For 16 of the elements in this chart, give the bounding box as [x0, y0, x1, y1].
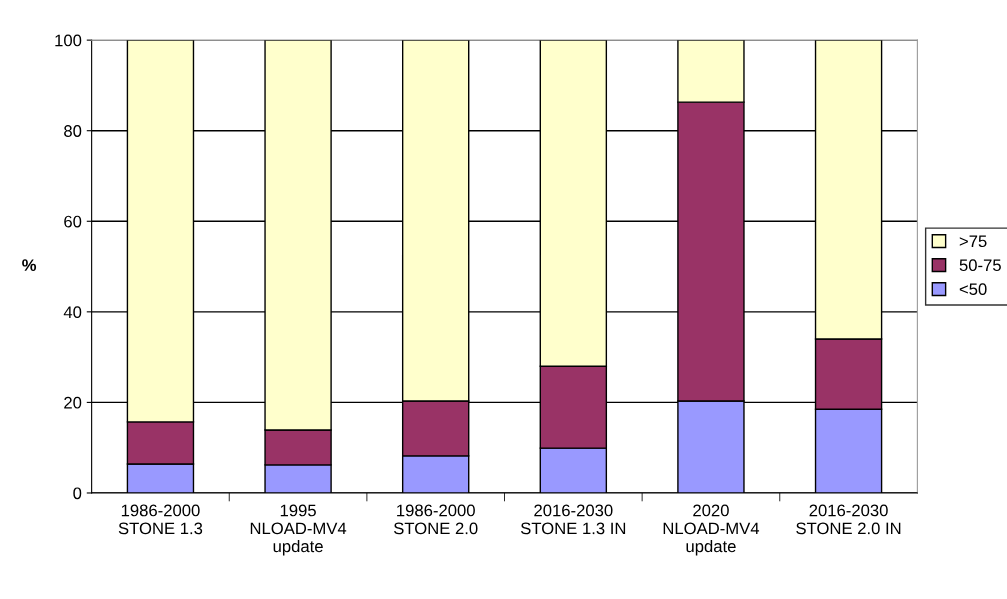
- y-axis-title: %: [22, 259, 37, 271]
- x-tick-label: 2020 NLOAD-MV4 update: [663, 504, 760, 556]
- y-tick-label: 100: [55, 34, 82, 47]
- y-tick-label: 0: [73, 487, 82, 500]
- legend-label: <50: [959, 283, 987, 296]
- y-tick-label: 60: [64, 215, 82, 228]
- legend-label: >75: [959, 235, 987, 248]
- x-tick-label: 1995 NLOAD-MV4 update: [250, 504, 347, 556]
- y-tick-label: 40: [63, 306, 82, 319]
- y-tick-label: 20: [64, 396, 82, 409]
- legend-label: 50-75: [959, 259, 1001, 272]
- x-tick-label: 1986-2000 STONE 2.0: [393, 504, 478, 535]
- x-tick-label: 1986-2000 STONE 1.3: [118, 504, 203, 535]
- x-tick-label: 2016-2030 STONE 1.3 IN: [520, 504, 626, 535]
- x-tick-label: 2016-2030 STONE 2.0 IN: [796, 504, 901, 535]
- y-tick-label: 80: [64, 125, 82, 137]
